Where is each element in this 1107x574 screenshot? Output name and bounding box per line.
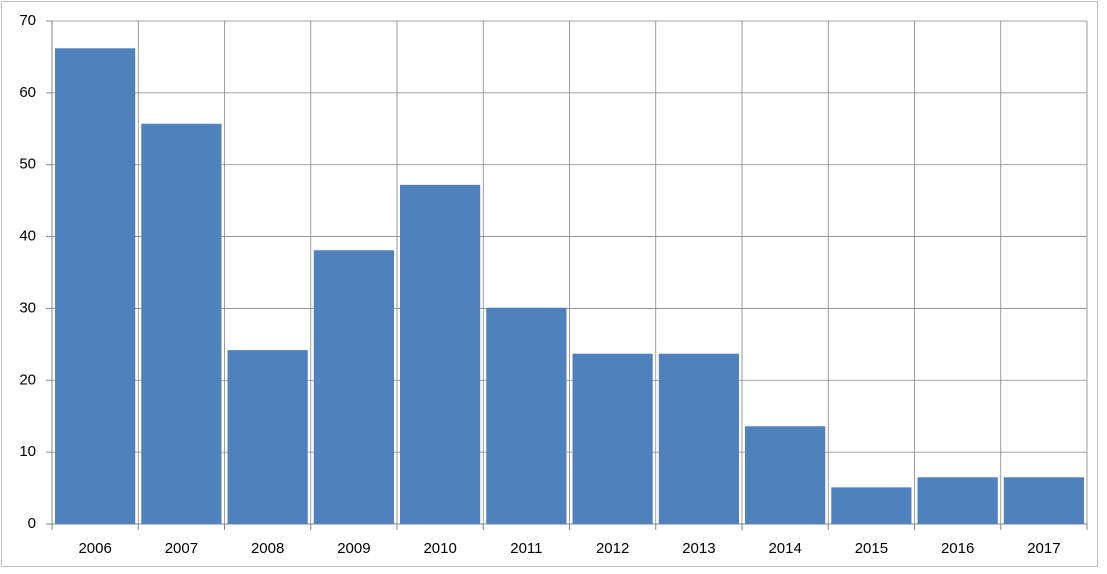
y-tick-label: 50 bbox=[19, 156, 36, 173]
bar bbox=[486, 307, 567, 524]
bar bbox=[745, 426, 826, 524]
x-tick-label: 2008 bbox=[251, 540, 284, 557]
x-tick-label: 2007 bbox=[165, 540, 198, 557]
bar bbox=[831, 487, 912, 524]
bar bbox=[658, 353, 739, 524]
bar bbox=[1003, 477, 1084, 524]
x-tick-label: 2010 bbox=[423, 540, 456, 557]
y-tick-label: 70 bbox=[19, 12, 36, 29]
bar bbox=[55, 48, 136, 524]
bar bbox=[917, 477, 998, 524]
x-tick-label: 2014 bbox=[768, 540, 801, 557]
x-tick-label: 2017 bbox=[1027, 540, 1060, 557]
y-tick-label: 60 bbox=[19, 84, 36, 101]
x-tick-label: 2012 bbox=[596, 540, 629, 557]
x-tick-label: 2016 bbox=[941, 540, 974, 557]
bar bbox=[572, 353, 653, 524]
y-tick-label: 10 bbox=[19, 443, 36, 460]
x-tick-label: 2015 bbox=[855, 540, 888, 557]
y-tick-label: 30 bbox=[19, 299, 36, 316]
bar bbox=[141, 123, 222, 525]
x-tick-label: 2013 bbox=[682, 540, 715, 557]
y-tick-label: 0 bbox=[28, 515, 36, 532]
bar bbox=[400, 184, 481, 524]
y-tick-label: 40 bbox=[19, 228, 36, 245]
x-tick-label: 2009 bbox=[337, 540, 370, 557]
bar bbox=[313, 250, 394, 524]
y-tick-label: 20 bbox=[19, 371, 36, 388]
bar bbox=[227, 350, 308, 524]
x-tick-label: 2011 bbox=[510, 540, 542, 557]
x-tick-label: 2006 bbox=[78, 540, 111, 557]
